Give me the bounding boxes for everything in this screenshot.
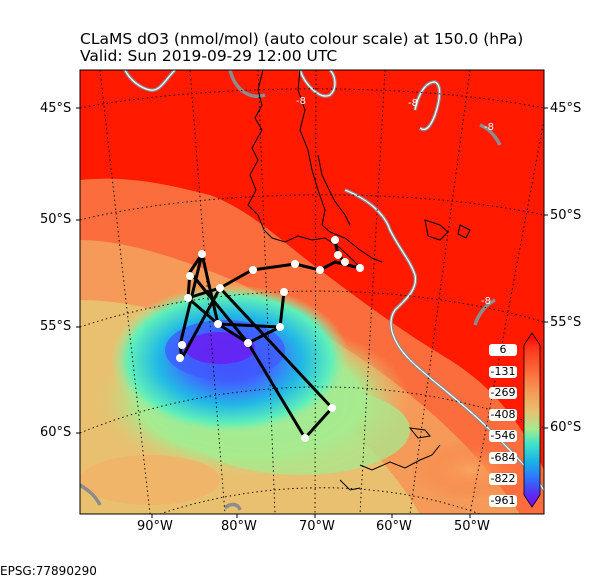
contour-label: -8 <box>484 122 494 133</box>
lon-label: 80°W <box>221 519 257 534</box>
colorbar <box>523 332 541 508</box>
waypoint <box>249 266 257 274</box>
axis-ticks <box>76 107 548 518</box>
waypoint <box>291 260 299 268</box>
waypoint <box>186 272 194 280</box>
colorbar-scale <box>523 332 541 508</box>
epsg-code: EPSG:77890290 <box>0 564 97 578</box>
colorbar-label: -961 <box>489 494 517 507</box>
map-frame <box>79 69 545 515</box>
lon-label: 50°W <box>454 519 490 534</box>
waypoint <box>334 251 342 259</box>
colorbar-label: -546 <box>489 429 517 442</box>
map-valid-time: Valid: Sun 2019-09-29 12:00 UTC <box>80 47 338 65</box>
waypoint <box>244 339 252 347</box>
waypoint <box>280 288 288 296</box>
lat-label-left: 45°S <box>40 101 72 116</box>
colorbar-label: -684 <box>489 451 517 464</box>
lat-label-right: 50°S <box>550 208 582 223</box>
waypoint <box>276 323 284 331</box>
contour-label: -8 <box>481 296 491 307</box>
colorbar-label: -408 <box>489 408 517 421</box>
waypoint <box>214 320 222 328</box>
contour-label: -8 <box>408 98 418 109</box>
waypoint <box>198 250 206 258</box>
waypoint <box>356 264 364 272</box>
colorbar-label: -822 <box>489 472 517 485</box>
lon-label: 60°W <box>376 519 412 534</box>
lat-label-left: 60°S <box>40 425 72 440</box>
colorbar-label: -269 <box>489 386 517 399</box>
waypoint <box>184 294 192 302</box>
lon-label: 70°W <box>299 519 335 534</box>
lat-label-right: 60°S <box>550 420 582 435</box>
waypoint <box>178 341 186 349</box>
flight-waypoints <box>176 236 364 442</box>
waypoint <box>316 266 324 274</box>
lat-label-right: 45°S <box>550 101 582 116</box>
contour-label: -8 <box>296 96 306 107</box>
waypoint <box>176 354 184 362</box>
colorbar-label: -131 <box>489 365 517 378</box>
lat-label-left: 50°S <box>40 212 72 227</box>
contour-value-labels: -8 -8 -8 -8 <box>296 96 494 307</box>
lat-label-left: 55°S <box>40 319 72 334</box>
map-title: CLaMS dO3 (nmol/mol) (auto colour scale)… <box>80 30 524 48</box>
graticule <box>80 70 544 514</box>
waypoint <box>341 258 349 266</box>
lat-label-right: 55°S <box>550 315 582 330</box>
lon-label: 90°W <box>137 519 173 534</box>
waypoint <box>331 236 339 244</box>
ozone-field <box>80 70 544 514</box>
coastlines <box>247 70 471 491</box>
waypoint <box>301 434 309 442</box>
colorbar-label: 6 <box>489 344 517 356</box>
waypoint <box>216 284 224 292</box>
waypoint <box>328 404 336 412</box>
